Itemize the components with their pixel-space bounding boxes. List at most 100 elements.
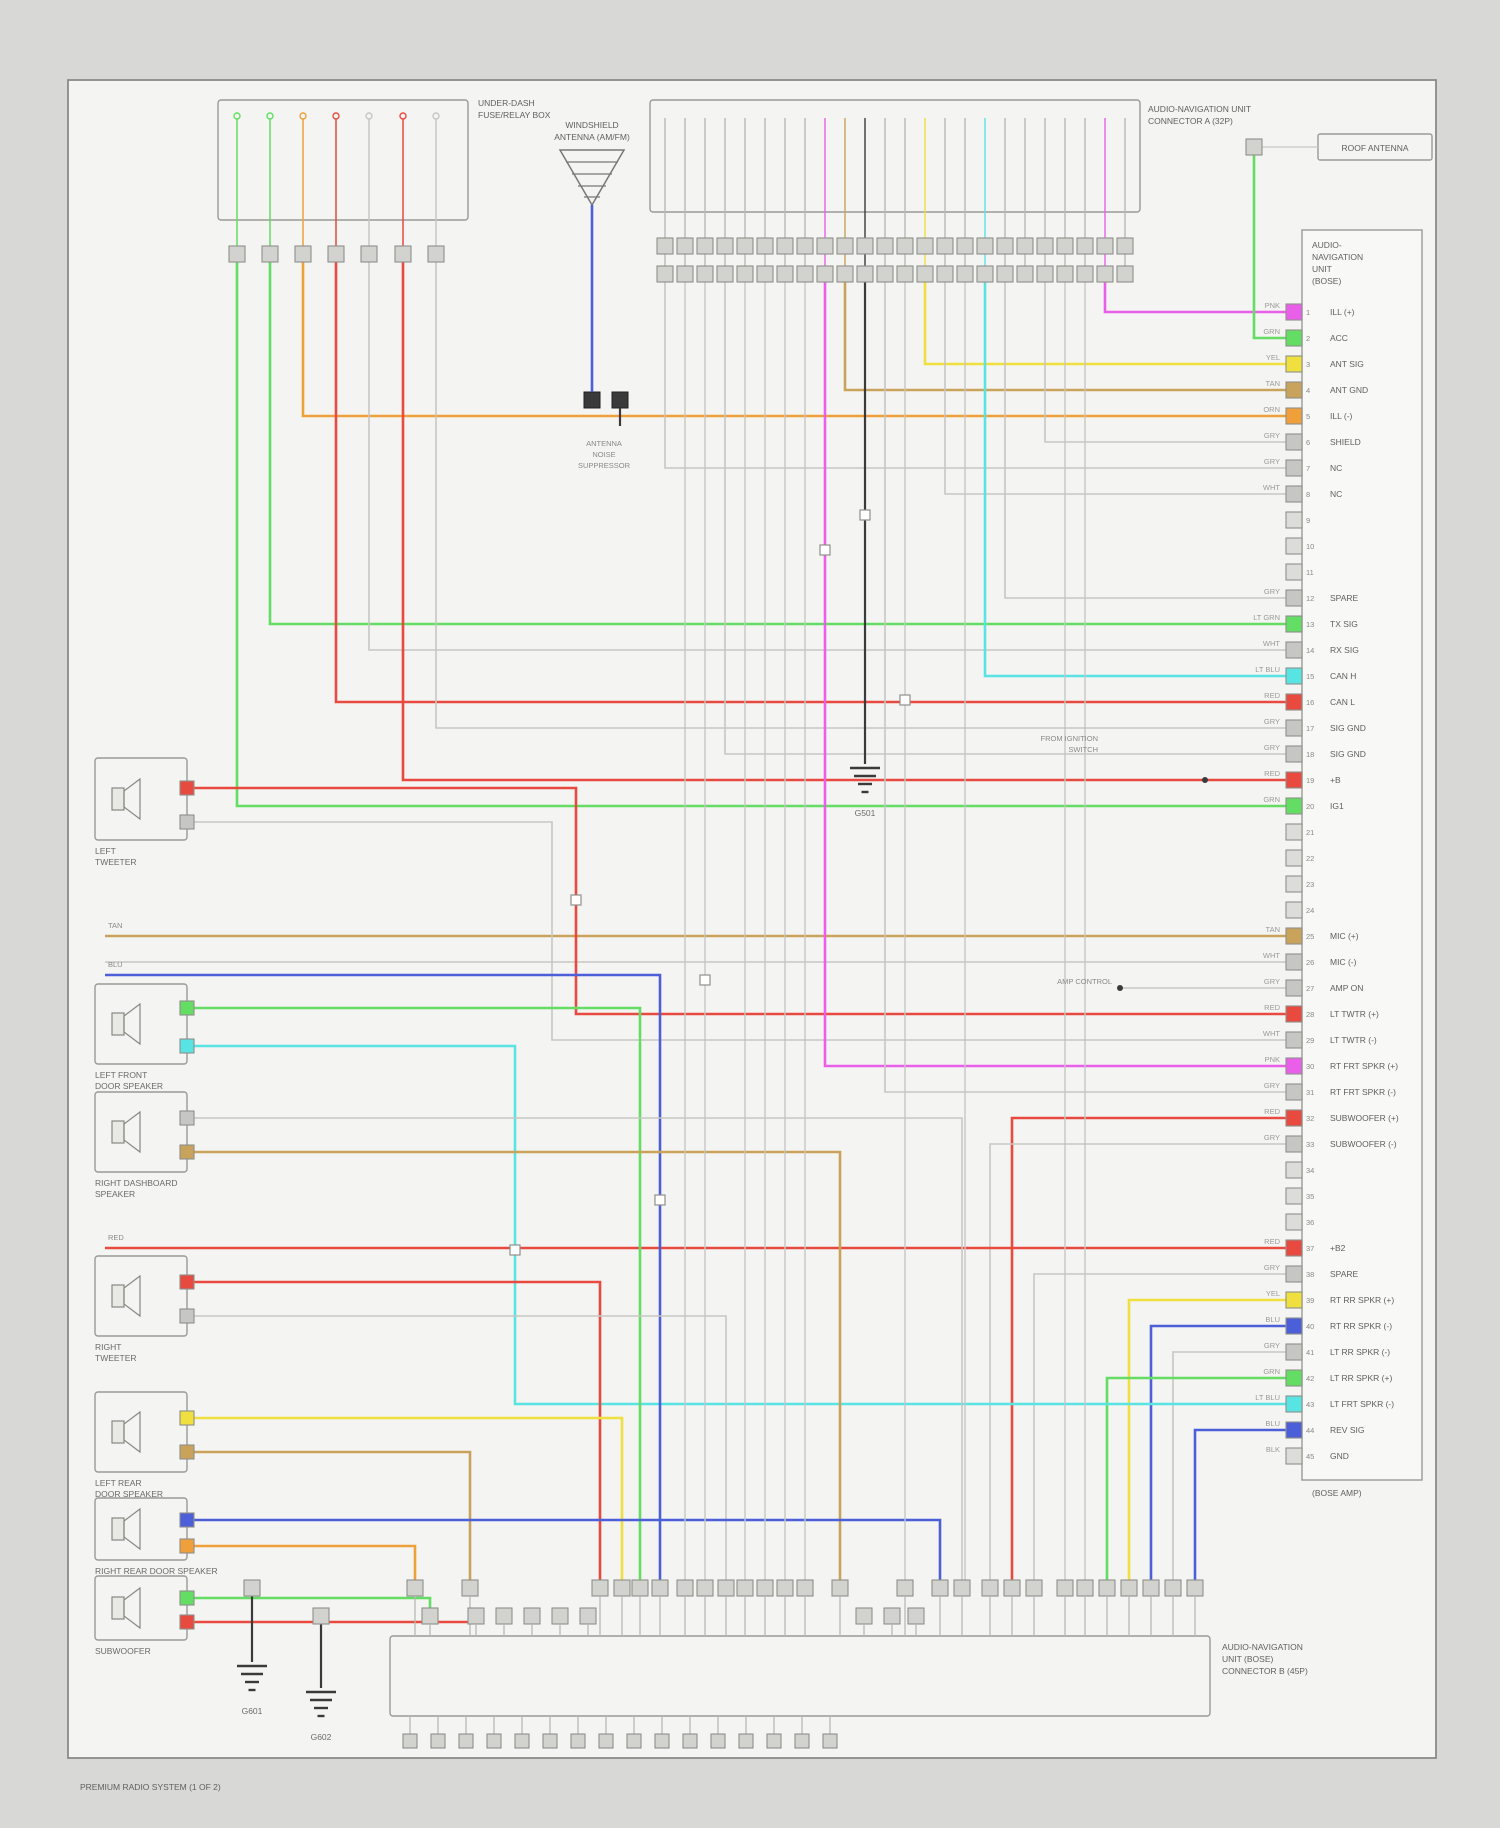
terminal-square [542,1733,558,1749]
terminal-signal-label: LT TWTR (+) [1330,1009,1379,1019]
terminal-square [1076,265,1094,283]
terminal-pin-number: 20 [1306,802,1314,811]
terminal-signal-label: ANT GND [1330,385,1368,395]
terminal-square [896,237,914,255]
wire-color-code: PNK [1265,301,1280,310]
unit-terminal [1285,459,1303,477]
terminal-signal-label: ILL (+) [1330,307,1355,317]
speaker-cone-icon [123,1274,141,1318]
wire-color-code: RED [1264,1003,1280,1012]
roof-antenna-terminal [1245,138,1263,156]
wire-gray [664,282,1286,469]
wire-color-code: GRY [1264,457,1280,466]
antenna-label-line2: ANTENNA (AM/FM) [554,132,630,142]
top-connector-box [649,99,1141,213]
speaker-label: DOOR SPEAKER [95,1489,163,1499]
terminal-pin-number: 32 [1306,1114,1314,1123]
terminal-square [579,1607,597,1625]
terminal-square [394,245,412,263]
wire-color-code: BLU [1265,1419,1280,1428]
speaker-terminal [179,780,195,796]
wire-gray [368,262,1286,651]
terminal-square [676,237,694,255]
bottom-connector-label-line2: UNIT (BOSE) [1222,1654,1273,1664]
terminal-pin-number: 11 [1306,568,1314,577]
wire-color-code: GRY [1264,1081,1280,1090]
wire-green [1252,155,1286,340]
wire-yellow [190,1416,624,1580]
inline-connectors-layer [509,509,1208,1256]
unit-terminal [1285,1291,1303,1309]
terminal-signal-label: SIG GND [1330,723,1366,733]
speaker-subwoofer: SUBWOOFER [94,1575,195,1656]
bus-label-blu: BLU [108,960,123,969]
terminal-square [976,265,994,283]
terminal-pin-number: 41 [1306,1348,1314,1357]
terminal-signal-label: GND [1330,1451,1349,1461]
terminal-square [996,265,1014,283]
terminal-square [756,237,774,255]
wire-tan [843,282,1286,392]
speaker-cone-icon [123,1110,141,1154]
unit-terminal [1285,485,1303,503]
terminal-signal-label: RT FRT SPKR (+) [1330,1061,1398,1071]
terminal-square [1096,265,1114,283]
unit-terminal [1285,381,1303,399]
terminal-signal-label: RT RR SPKR (+) [1330,1295,1394,1305]
terminal-pin-number: 34 [1306,1166,1314,1175]
terminal-square [756,265,774,283]
terminal-signal-label: LT FRT SPKR (-) [1330,1399,1394,1409]
speaker-terminal [179,1590,195,1606]
speaker-terminal [179,1410,195,1426]
wire-color-code: PNK [1265,1055,1280,1064]
terminal-square [716,237,734,255]
wire-color-code: LT BLU [1255,665,1280,674]
terminal-square [831,1579,849,1597]
terminal-square [766,1733,782,1749]
wire-orange [190,1544,417,1580]
unit-terminal [1285,1265,1303,1283]
terminal-square [676,265,694,283]
terminal-pin-number: 9 [1306,516,1310,525]
terminal-signal-label: ILL (-) [1330,411,1353,421]
terminal-square [1056,265,1074,283]
inline-connector [899,694,911,706]
ground-terminal [312,1607,330,1625]
unit-terminal [1285,797,1303,815]
unit-terminal [1285,719,1303,737]
terminal-pin-number: 22 [1306,854,1314,863]
speaker-terminal [179,1038,195,1054]
wire-red [190,1280,602,1580]
terminal-square [430,1733,446,1749]
terminal-pin-number: 3 [1306,360,1310,369]
terminal-pin-number: 14 [1306,646,1314,655]
terminal-square [570,1733,586,1749]
speaker-terminal [179,1614,195,1630]
speaker-label: RIGHT [95,1342,121,1352]
wire-color-code: WHT [1263,639,1280,648]
terminal-square [816,237,834,255]
terminal-square [461,1579,479,1597]
unit-terminal [1285,849,1303,867]
terminal-square [956,237,974,255]
audio-unit-header-line1: AUDIO- [1312,240,1342,250]
unit-terminal [1285,1213,1303,1231]
terminal-signal-label: MIC (+) [1330,931,1359,941]
terminal-square [1186,1579,1204,1597]
suppressor-terminal-1 [583,391,601,409]
roof-antenna-label: ROOF ANTENNA [1341,143,1408,153]
wire-magenta [823,282,1286,1068]
wire-yellow [1127,1298,1286,1580]
terminal-signal-label: CAN H [1330,671,1356,681]
terminal-signal-label: SPARE [1330,593,1359,603]
terminal-square [936,237,954,255]
terminal-square [591,1579,609,1597]
unit-terminal [1285,615,1303,633]
unit-terminal [1285,823,1303,841]
terminal-square [1076,1579,1094,1597]
wire-color-code: GRN [1263,1367,1280,1376]
wire-color-code: RED [1264,1107,1280,1116]
